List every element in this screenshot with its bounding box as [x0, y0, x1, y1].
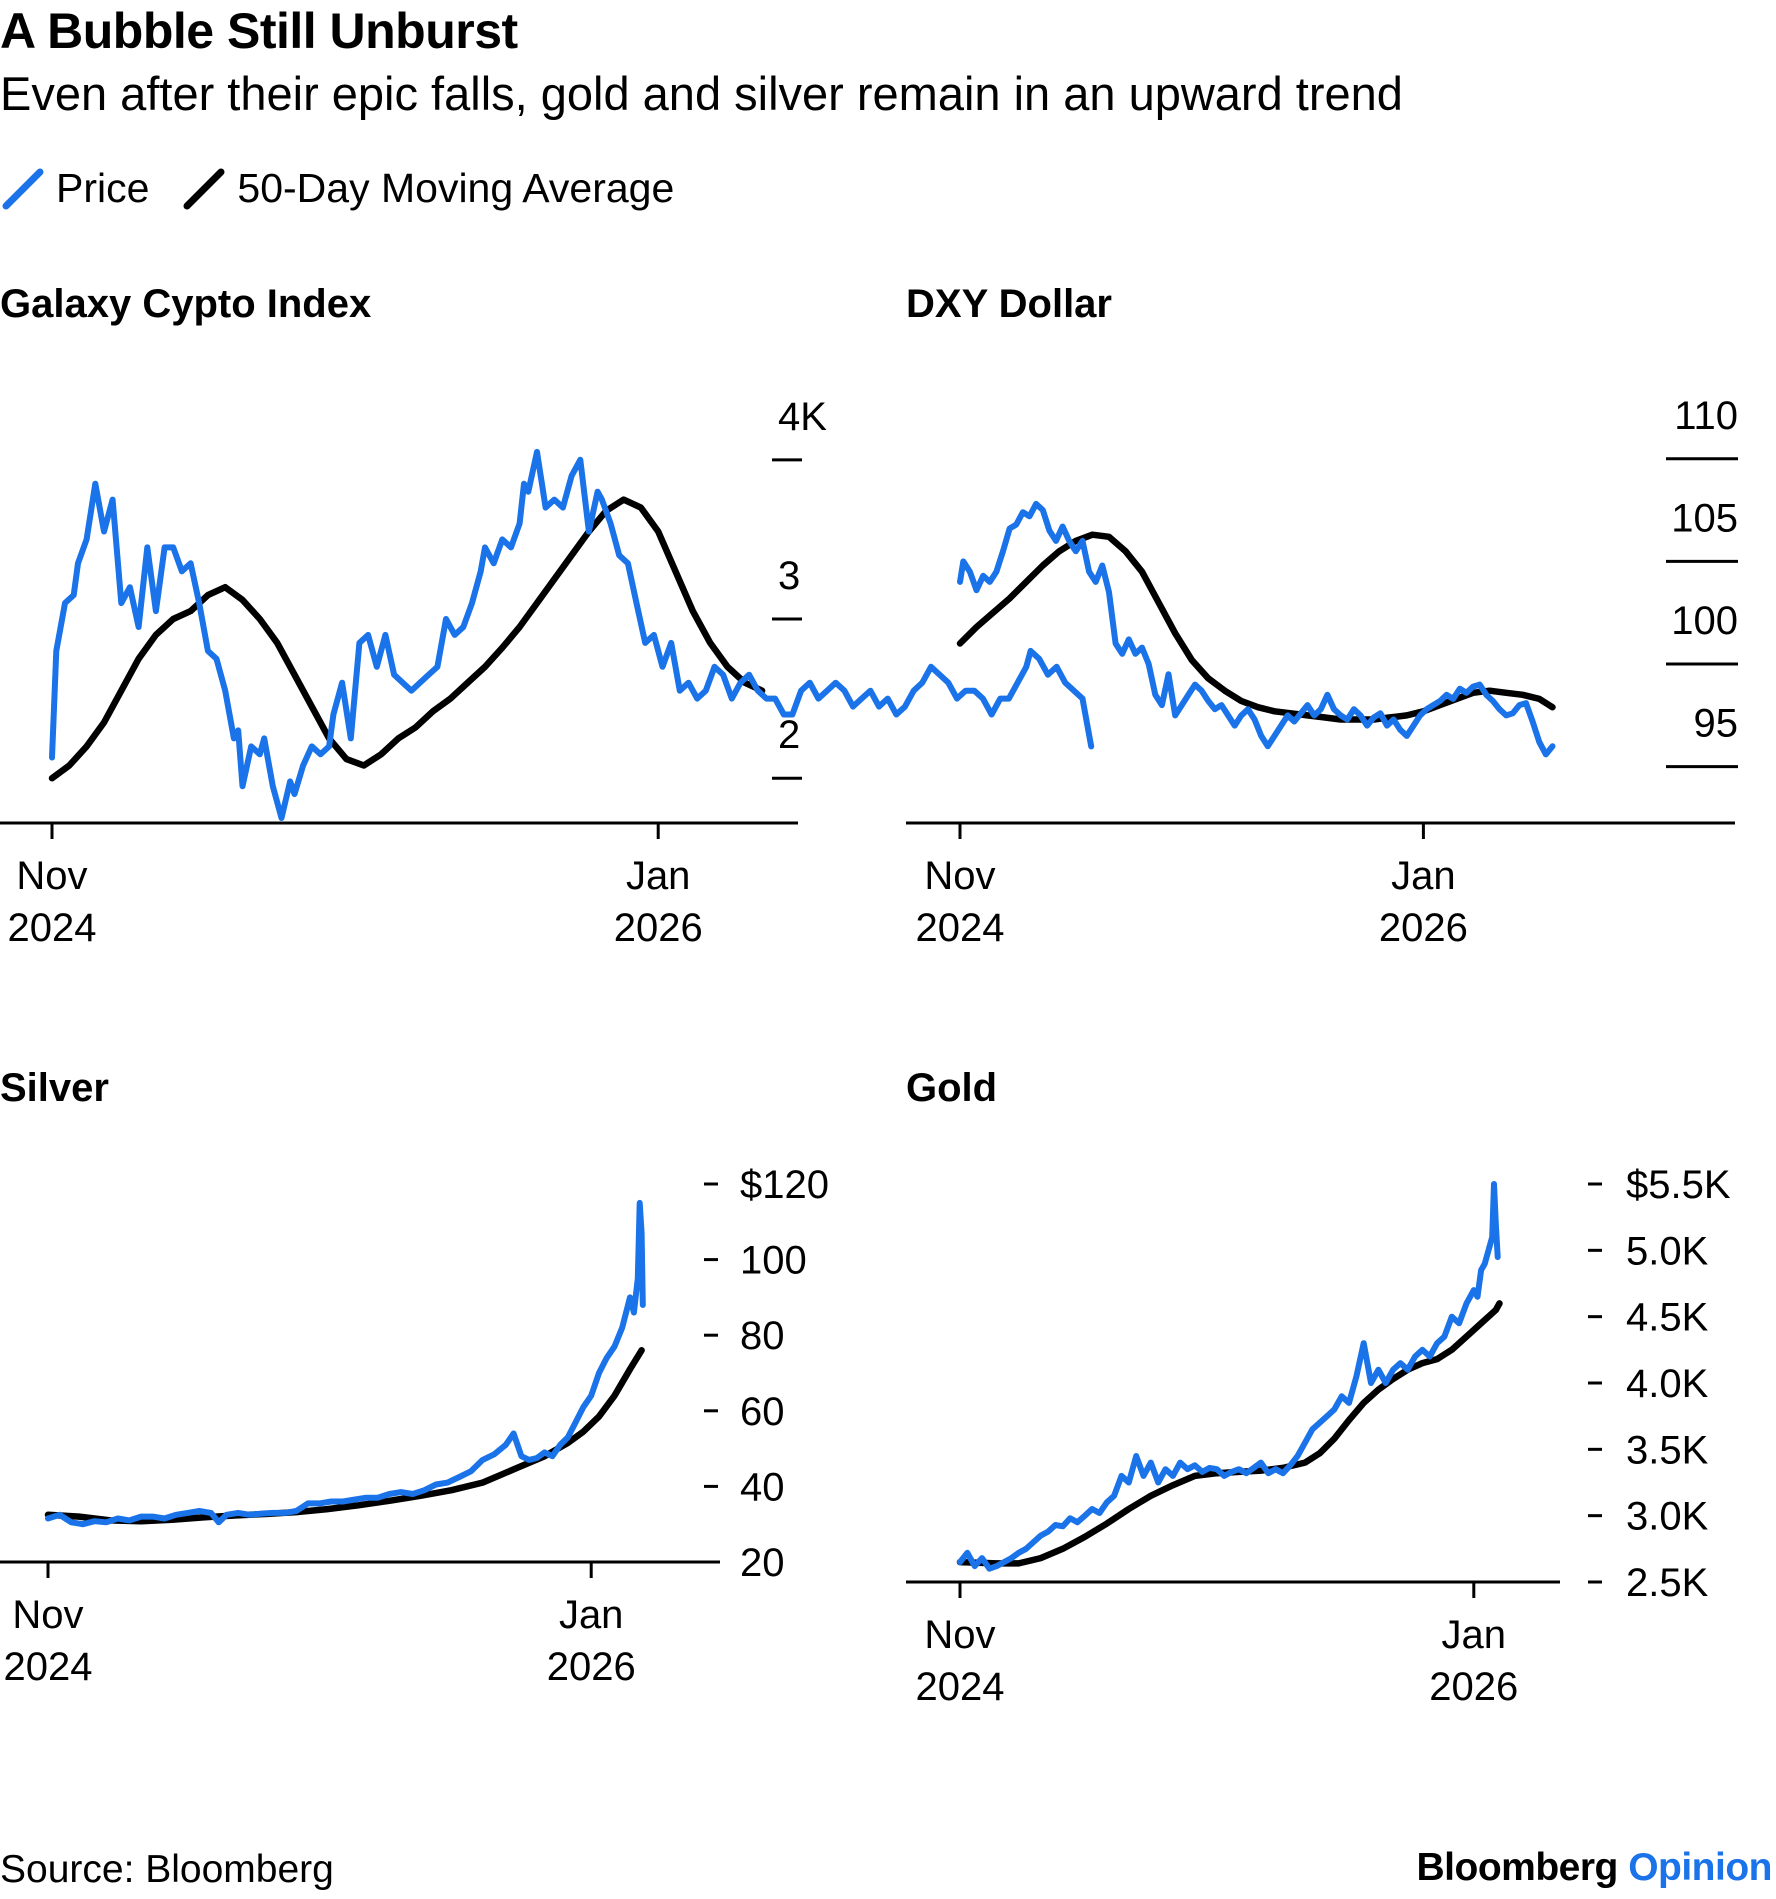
legend-swatch-price [2, 168, 44, 210]
silver-series-price [45, 1199, 646, 1528]
dxy-ytick-label-1: 105 [1671, 496, 1738, 540]
legend: Price 50-Day Moving Average [0, 160, 706, 216]
dxy-series-price [957, 500, 1556, 758]
source-note: Source: Bloomberg [0, 1848, 334, 1891]
legend-label-ma: 50-Day Moving Average [237, 164, 675, 211]
silver-ytick-label-0: $120 [740, 1163, 829, 1207]
crypto-xtick-label-0-month: Nov [16, 854, 87, 898]
silver-xtick-label-1-year: 2026 [547, 1645, 636, 1689]
crypto-ytick-label-0: 4K [778, 395, 827, 439]
brand-suffix: Opinion [1628, 1846, 1772, 1889]
silver-ytick-label-4: 40 [740, 1465, 785, 1509]
silver-ytick-label-2: 80 [740, 1314, 785, 1358]
crypto-xtick-label-1-month: Jan [626, 854, 691, 898]
chart-title: A Bubble Still Unburst [0, 3, 518, 59]
gold-xtick-label-0-month: Nov [924, 1613, 995, 1657]
silver-xtick-label-1-month: Jan [559, 1593, 624, 1637]
silver-xtick-label-0-month: Nov [12, 1593, 83, 1637]
silver-ytick-label-1: 100 [740, 1239, 807, 1283]
panel-title-silver: Silver [0, 1066, 109, 1110]
dxy-ytick-label-2: 100 [1671, 599, 1738, 643]
crypto-xtick-label-0-year: 2024 [8, 906, 97, 950]
legend-label-price: Price [56, 164, 150, 211]
crypto-xtick-label-1-year: 2026 [614, 906, 703, 950]
dxy-ytick-label-3: 95 [1694, 702, 1739, 746]
crypto-ytick-label-2: 2 [778, 713, 800, 757]
gold-series-price [957, 1181, 1501, 1572]
dxy-series-moving-average [956, 531, 1556, 723]
dxy-ytick-label-0: 110 [1674, 394, 1738, 438]
gold-xtick-label-0-year: 2024 [916, 1665, 1005, 1709]
dxy-xtick-label-1-year: 2026 [1379, 906, 1468, 950]
silver-ytick-label-5: 20 [740, 1541, 785, 1585]
legend-item-price: Price [0, 164, 149, 212]
gold-ytick-label-4: 3.5K [1626, 1428, 1709, 1472]
brand-name: Bloomberg [1416, 1846, 1619, 1889]
silver-series-moving-average [44, 1347, 645, 1525]
gold-series-moving-average [956, 1300, 1503, 1567]
brand-logo: Bloomberg Opinion [1417, 1846, 1773, 1890]
crypto-series-moving-average [48, 496, 766, 782]
dxy-xtick-label-1-month: Jan [1391, 854, 1456, 898]
gold-ytick-label-3: 4.0K [1626, 1362, 1709, 1406]
legend-item-ma: 50-Day Moving Average [181, 164, 674, 212]
gold-ytick-label-6: 2.5K [1626, 1561, 1709, 1605]
gold-ytick-label-5: 3.0K [1626, 1495, 1709, 1539]
panel-title-gold: Gold [906, 1066, 998, 1110]
crypto-ytick-label-1: 3 [778, 554, 800, 598]
chart-subtitle: Even after their epic falls, gold and si… [0, 67, 1403, 120]
dxy-xtick-label-0-month: Nov [924, 854, 995, 898]
panel-title-crypto: Galaxy Cypto Index [0, 282, 372, 326]
gold-ytick-label-0: $5.5K [1626, 1163, 1731, 1207]
panel-title-dxy: DXY Dollar [906, 282, 1112, 326]
gold-xtick-label-1-year: 2026 [1429, 1665, 1518, 1709]
silver-ytick-label-3: 60 [740, 1390, 785, 1434]
legend-swatch-ma [183, 168, 225, 210]
gold-xtick-label-1-month: Jan [1442, 1613, 1507, 1657]
gold-ytick-label-2: 4.5K [1626, 1296, 1709, 1340]
silver-xtick-label-0-year: 2024 [4, 1645, 93, 1689]
crypto-series-price [49, 448, 1095, 821]
dxy-xtick-label-0-year: 2024 [916, 906, 1005, 950]
gold-ytick-label-1: 5.0K [1626, 1229, 1709, 1273]
